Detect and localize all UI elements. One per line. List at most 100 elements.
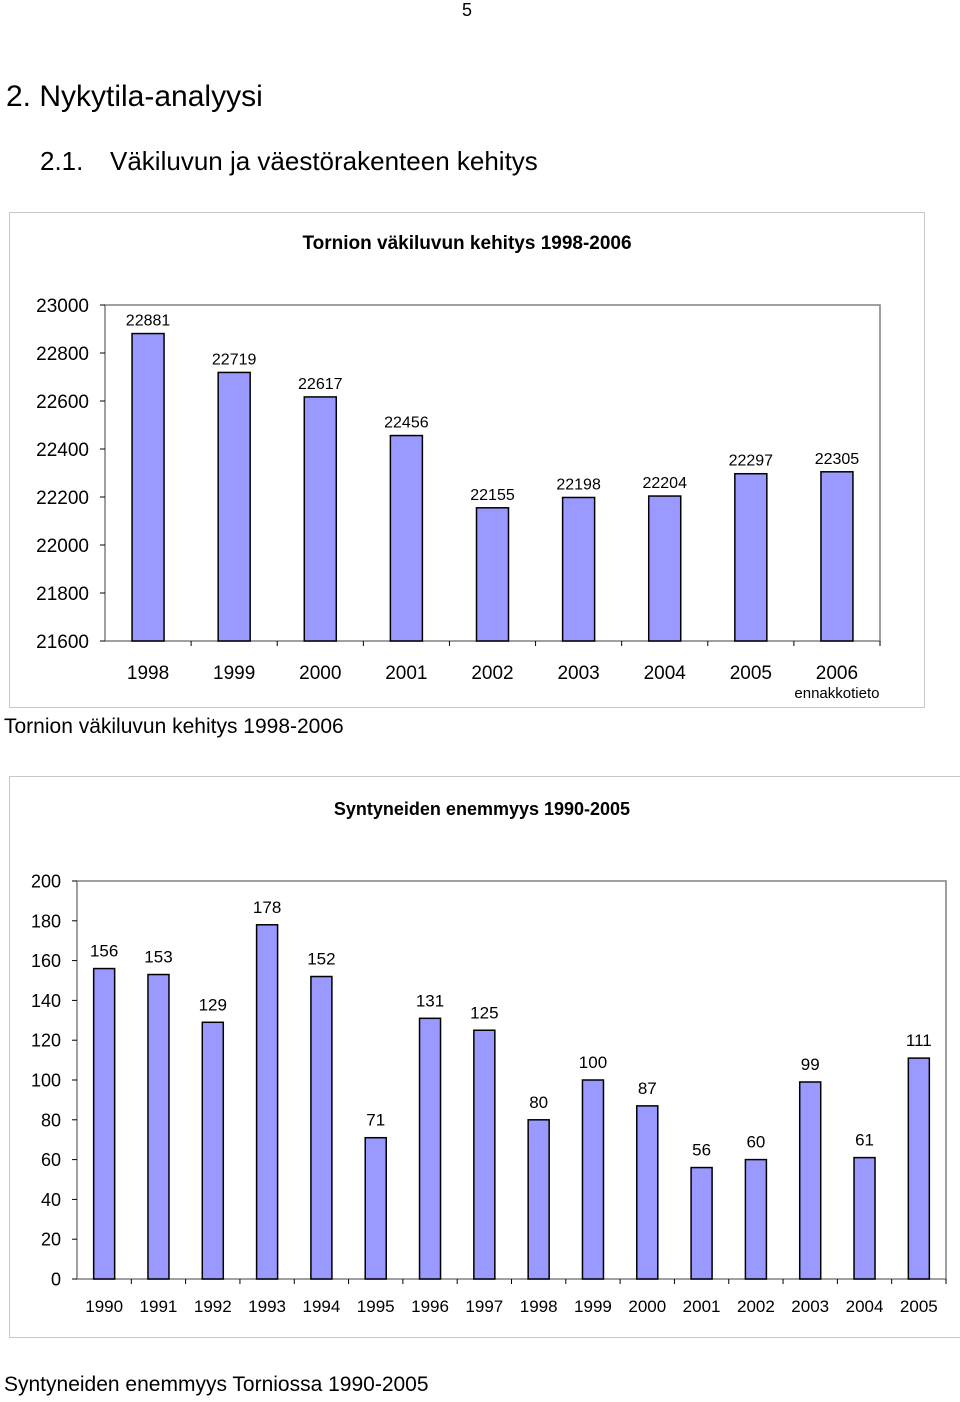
bar (217, 371, 251, 642)
x-tick-sublabel: ennakkotieto (794, 685, 879, 702)
y-tick-label: 21800 (36, 584, 89, 605)
x-tick-label: 2002 (737, 1297, 775, 1316)
bar (690, 1166, 713, 1280)
data-label: 178 (253, 898, 281, 917)
data-label: 99 (801, 1055, 820, 1074)
x-tick-label: 2005 (730, 663, 772, 684)
bar (389, 434, 424, 642)
births-chart: Syntyneiden enemmyys 1990-2005 0 20 40 60 80 1… (31, 799, 947, 1316)
y-tick-label: 22400 (36, 440, 89, 461)
data-label: 22155 (470, 487, 515, 504)
y-tick-label: 40 (41, 1190, 61, 1210)
x-tick-label: 1999 (574, 1297, 612, 1316)
data-label: 152 (307, 950, 335, 969)
subsection-number: 2.1. (40, 146, 84, 176)
data-label: 156 (90, 942, 118, 961)
bar (820, 471, 854, 642)
x-tick-label: 2004 (846, 1297, 884, 1316)
data-label: 87 (638, 1079, 657, 1098)
bar (255, 924, 279, 1280)
y-tick-label: 22200 (36, 488, 89, 509)
bar (734, 472, 768, 642)
bar (561, 496, 596, 642)
x-tick-label: 1991 (140, 1297, 178, 1316)
bar (201, 1021, 225, 1280)
x-tick-label: 2005 (900, 1297, 938, 1316)
births-chart-caption: Syntyneiden enemmyys Torniossa 1990-2005 (4, 1373, 429, 1396)
y-tick-label: 100 (31, 1070, 61, 1090)
bar (647, 495, 682, 642)
x-tick-label: 2000 (299, 663, 341, 684)
data-label: 22617 (298, 376, 343, 393)
x-tick-label: 2002 (471, 663, 513, 684)
x-tick-label: 2003 (791, 1297, 829, 1316)
data-label: 131 (416, 991, 444, 1010)
data-label: 129 (199, 995, 227, 1014)
x-tick-label: 2000 (628, 1297, 666, 1316)
data-label: 22198 (556, 476, 601, 493)
y-tick-label: 22800 (36, 344, 89, 365)
y-tick-label: 21600 (36, 632, 89, 653)
y-tick-label: 120 (31, 1031, 61, 1051)
bar (92, 967, 116, 1280)
bar (636, 1105, 659, 1280)
x-tick-label: 2006 (816, 663, 858, 684)
data-label: 56 (692, 1141, 711, 1160)
y-tick-label: 80 (41, 1110, 61, 1130)
x-tick-label: 1999 (213, 663, 255, 684)
data-label: 22456 (384, 415, 429, 432)
y-tick-label: 22600 (36, 392, 89, 413)
data-label: 71 (366, 1111, 385, 1130)
data-label: 125 (470, 1003, 498, 1022)
x-tick-label: 1995 (357, 1297, 395, 1316)
chart-title: Tornion väkiluvun kehitys 1998-2006 (302, 233, 631, 254)
bar (147, 973, 170, 1280)
bar (744, 1158, 768, 1280)
births-chart-frame: Syntyneiden enemmyys 1990-2005 0 20 40 60 80 1… (9, 776, 960, 1338)
bar (310, 975, 333, 1280)
x-tick-label: 1993 (248, 1297, 286, 1316)
subsection-title: Väkiluvun ja väestörakenteen kehitys (110, 146, 538, 176)
y-tick-label: 180 (31, 911, 61, 931)
y-tick-label: 140 (31, 991, 61, 1011)
data-label: 22881 (126, 313, 171, 330)
x-tick-label: 2004 (644, 663, 687, 684)
data-label: 22305 (815, 451, 860, 468)
bar (303, 396, 338, 642)
y-tick-label: 60 (41, 1150, 61, 1170)
bar (418, 1017, 442, 1280)
bar (581, 1079, 605, 1280)
chart-title: Syntyneiden enemmyys 1990-2005 (334, 799, 630, 819)
data-label: 61 (855, 1131, 874, 1150)
bar (907, 1057, 931, 1280)
subsection-heading: 2.1. Väkiluvun ja väestörakenteen kehitys (40, 146, 538, 177)
data-label: 60 (746, 1133, 765, 1152)
bar (131, 332, 165, 642)
x-tick-label: 2003 (557, 663, 599, 684)
data-label: 80 (529, 1093, 548, 1112)
x-tick-label: 1994 (302, 1297, 340, 1316)
x-tick-label: 1996 (411, 1297, 449, 1316)
data-label: 100 (579, 1053, 607, 1072)
x-tick-label: 1990 (85, 1297, 123, 1316)
population-chart-frame: Tornion väkiluvun kehitys 1998-2006 21600… (9, 212, 925, 708)
y-tick-label: 160 (31, 951, 61, 971)
bar (473, 1029, 496, 1280)
y-tick-label: 22000 (36, 536, 89, 557)
y-tick-label: 20 (41, 1230, 61, 1250)
data-label: 153 (144, 948, 172, 967)
data-label: 22204 (642, 475, 687, 492)
data-label: 22297 (729, 453, 774, 470)
data-label: 111 (906, 1031, 932, 1050)
x-tick-label: 1998 (520, 1297, 558, 1316)
y-tick-label: 23000 (36, 296, 89, 317)
bar (853, 1156, 876, 1280)
data-label: 22719 (212, 351, 257, 368)
x-tick-label: 1998 (127, 663, 169, 684)
section-heading: 2. Nykytila-analyysi (6, 80, 263, 113)
x-tick-label: 2001 (683, 1297, 721, 1316)
bar (527, 1119, 550, 1280)
bar (798, 1081, 822, 1280)
bar (475, 507, 510, 642)
x-tick-label: 2001 (385, 663, 427, 684)
